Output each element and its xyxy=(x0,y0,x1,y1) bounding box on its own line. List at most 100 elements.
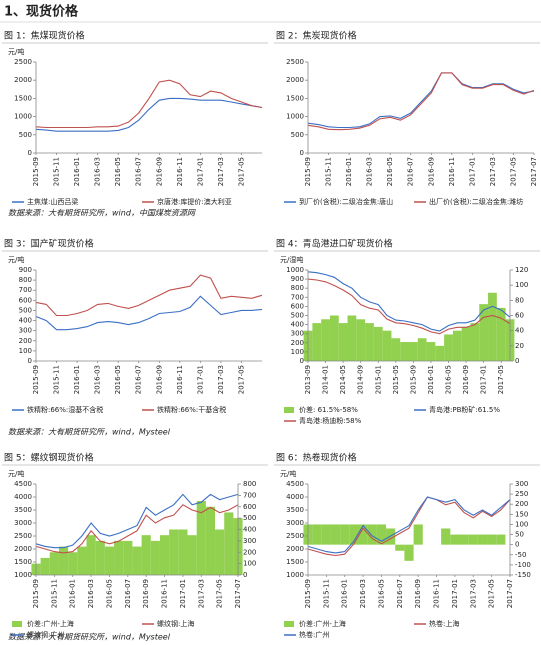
chart-title: 图 6：热卷现货价格 xyxy=(276,452,357,464)
x-tick-label: 2016-01 xyxy=(69,579,77,608)
bar xyxy=(49,552,59,575)
bar xyxy=(479,304,489,361)
bar xyxy=(404,544,414,561)
x-tick-label: 2017-05 xyxy=(509,157,517,186)
x-tick-label: 2017-01 xyxy=(480,365,488,394)
x-tick-label: 2016-09 xyxy=(155,157,163,186)
x-tick-label: 2016-11 xyxy=(176,157,184,186)
x-tick-label: 2017-03 xyxy=(217,157,225,186)
x-tick-label: 2016-07 xyxy=(135,157,143,186)
y2-tick-label: 0 xyxy=(515,357,519,365)
legend-label: 到厂价(含税):二级冶金焦:唐山 xyxy=(299,197,393,206)
x-tick-label: 2015-11 xyxy=(322,579,330,608)
x-tick-label: 2016-11 xyxy=(161,579,169,608)
bar xyxy=(321,524,331,545)
x-tick-label: 2013-09 xyxy=(304,365,312,394)
line xyxy=(307,278,511,335)
x-tick-label: 2016-07 xyxy=(135,365,143,394)
y-tick-label: 0 xyxy=(28,149,32,157)
bar xyxy=(409,342,418,361)
legend-swatch xyxy=(284,407,294,413)
x-tick-label: 2016-01 xyxy=(73,365,81,394)
y-tick-label: 500 xyxy=(19,306,32,314)
bar xyxy=(367,524,377,545)
x-tick-label: 2017-03 xyxy=(489,157,497,186)
x-tick-label: 2015-05 xyxy=(392,365,400,394)
bar xyxy=(123,540,133,575)
bar xyxy=(329,315,339,361)
x-tick-label: 2015-09 xyxy=(304,157,312,186)
legend-label: 京唐港:库提价:澳大利亚 xyxy=(157,197,232,206)
bar xyxy=(450,534,460,545)
x-tick-label: 2017-03 xyxy=(469,579,477,608)
bar xyxy=(178,529,188,575)
chart-title: 图 1：焦煤现货价格 xyxy=(4,30,85,42)
bar xyxy=(488,292,497,361)
y-tick-label: 500 xyxy=(19,131,32,139)
y2-tick-label: 20 xyxy=(515,342,524,350)
y2-tick-label: 150 xyxy=(515,510,528,518)
bar xyxy=(224,512,234,575)
y2-tick-label: 60 xyxy=(515,312,524,320)
y-tick-label: 400 xyxy=(291,321,304,329)
x-tick-label: 2015-01 xyxy=(374,365,382,394)
y2-tick-label: 0 xyxy=(243,571,247,579)
y-tick-label: 3000 xyxy=(14,519,32,527)
y-tick-label: 600 xyxy=(19,296,32,304)
legend-label: 热卷:上海 xyxy=(429,619,459,628)
x-tick-label: 2016-03 xyxy=(359,579,367,608)
bar xyxy=(373,326,383,361)
y2-tick-label: -100 xyxy=(515,561,531,569)
x-tick-label: 2016-03 xyxy=(87,579,95,608)
y-tick-label: 200 xyxy=(19,337,32,345)
bar xyxy=(312,323,322,361)
y2-tick-label: 600 xyxy=(243,503,256,511)
bar xyxy=(376,524,387,545)
y-tick-label: 900 xyxy=(19,266,32,274)
x-tick-label: 2016-05 xyxy=(445,365,453,394)
x-tick-label: 2016-03 xyxy=(94,365,102,394)
y-tick-label: 4000 xyxy=(286,493,304,501)
x-tick-label: 2016-01 xyxy=(341,579,349,608)
y2-tick-label: 100 xyxy=(515,281,528,289)
x-tick-label: 2015-09 xyxy=(32,579,40,608)
y-tick-label: 2500 xyxy=(14,58,32,66)
y-tick-label: 1000 xyxy=(286,113,304,121)
x-tick-label: 2016-09 xyxy=(414,579,422,608)
bar xyxy=(417,338,427,361)
y-axis-label: 元/湿吨 xyxy=(280,255,303,264)
x-tick-label: 2016-07 xyxy=(396,579,404,608)
x-tick-label: 2017-03 xyxy=(197,579,205,608)
x-tick-label: 2017-07 xyxy=(234,579,242,608)
y-tick-label: 300 xyxy=(291,330,304,338)
x-tick-label: 2016-05 xyxy=(377,579,385,608)
bar xyxy=(461,326,471,361)
heading: 1、现货价格 xyxy=(4,4,79,20)
x-tick-label: 2016-09 xyxy=(462,365,470,394)
y-tick-label: 1500 xyxy=(286,558,304,566)
y-tick-label: 2000 xyxy=(14,545,32,553)
y-tick-label: 1000 xyxy=(286,571,304,579)
x-tick-label: 2014-05 xyxy=(339,365,347,394)
bar xyxy=(395,544,405,551)
bar xyxy=(391,338,401,361)
y-tick-label: 700 xyxy=(291,293,304,301)
y-tick-label: 2500 xyxy=(286,58,304,66)
y-tick-label: 500 xyxy=(291,131,304,139)
x-tick-label: 2015-09 xyxy=(304,579,312,608)
y2-tick-label: 300 xyxy=(243,537,256,545)
y-tick-label: 300 xyxy=(19,327,32,335)
bar xyxy=(196,501,206,575)
y2-tick-label: 0 xyxy=(515,541,519,549)
y2-tick-label: 100 xyxy=(243,560,256,568)
bar xyxy=(441,528,451,545)
y-axis-label: 元/吨 xyxy=(280,469,296,478)
bar xyxy=(435,345,445,361)
chart-title: 图 5：螺纹钢现货价格 xyxy=(4,452,94,464)
y-tick-label: 1000 xyxy=(14,113,32,121)
x-tick-label: 2016-09 xyxy=(427,157,435,186)
bar xyxy=(169,529,179,575)
bar xyxy=(40,557,50,575)
x-tick-label: 2014-01 xyxy=(322,365,330,394)
